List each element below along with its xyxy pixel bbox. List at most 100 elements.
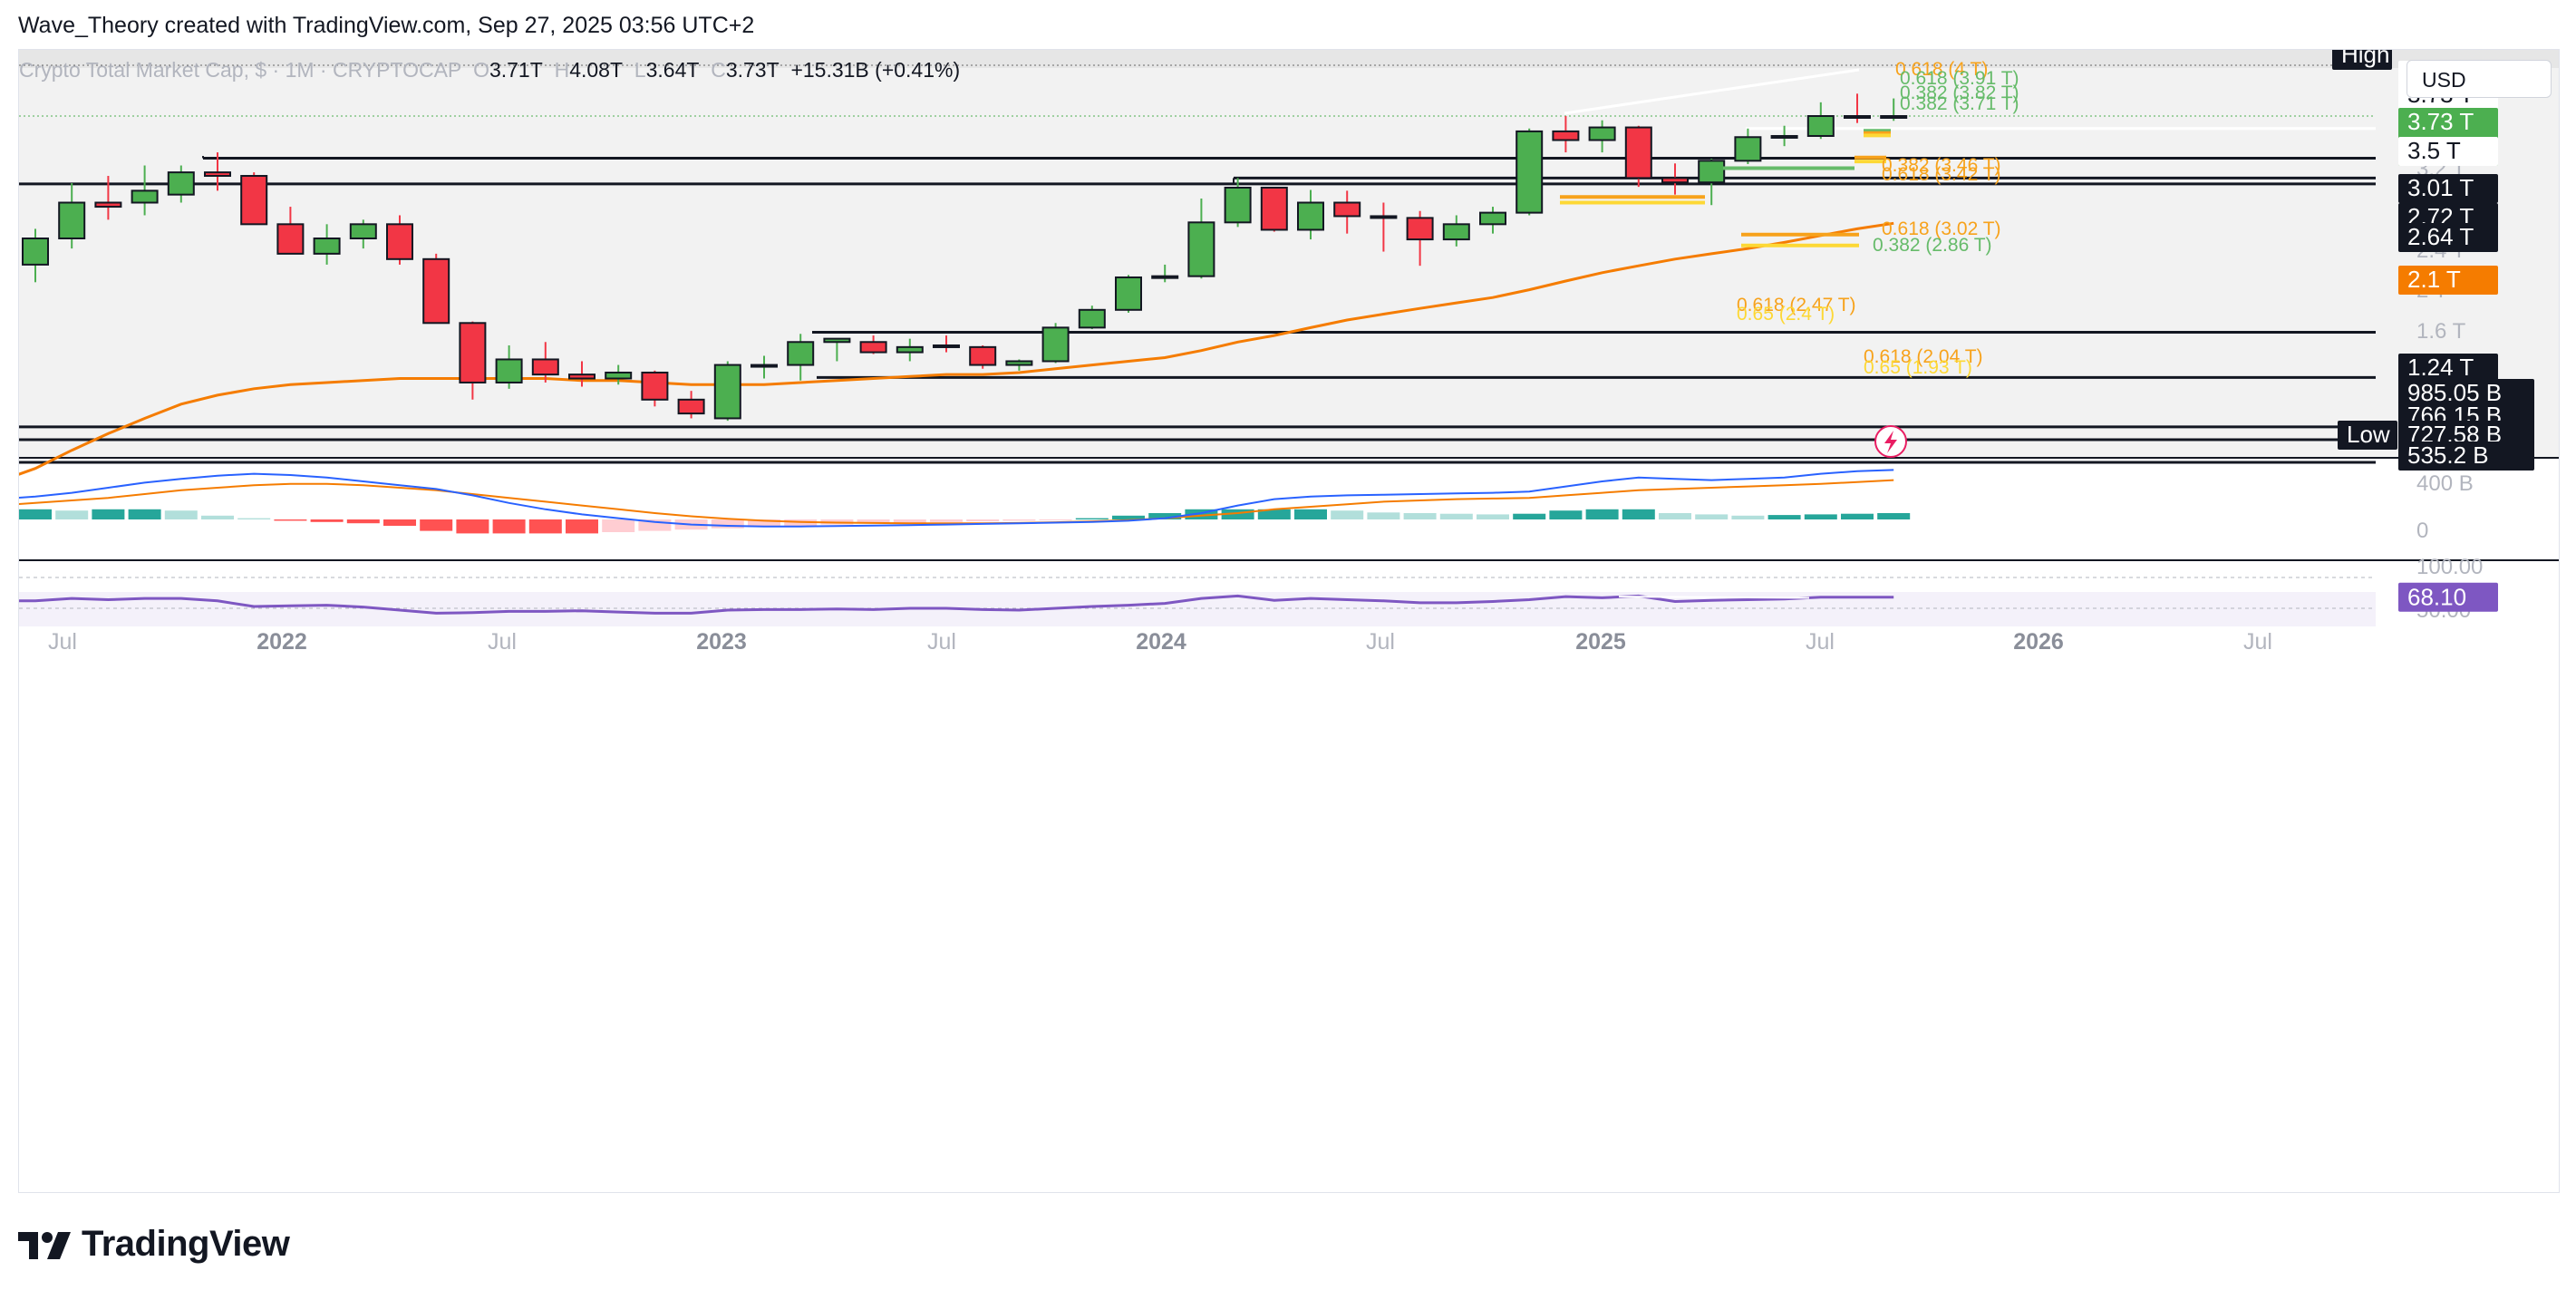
legend-l: 3.64T [646,58,700,82]
candle-body [896,345,924,354]
candle-body [1552,130,1580,141]
legend-spacer [623,58,634,82]
fib-label: 0.618 (2.04 T) [1864,346,1983,367]
lightning-bolt-icon [1884,431,1897,453]
candle-body [167,171,195,196]
price-tag: 535.2 B [2407,441,2489,469]
candle-body [823,337,851,344]
x-axis-tick: 2025 [1575,629,1626,655]
macd-histogram-bar [1731,515,1765,519]
x-axis-tick: Jul [488,629,517,655]
macd-histogram-bar [1331,510,1364,519]
macd-axis-tick: 0 [2416,519,2428,543]
macd-histogram-bar [456,519,489,534]
macd-histogram-bar [1585,509,1619,519]
candle-body [276,223,305,255]
macd-histogram-bar [1439,513,1473,519]
macd-histogram-bar [1185,509,1218,519]
macd-axis-tick: 400 B [2416,471,2474,496]
macd-histogram-bar [1039,519,1072,520]
candle-body [1370,215,1398,219]
macd-histogram-bar [1257,509,1291,519]
macd-histogram-bar [1002,519,1036,521]
x-axis-tick: Jul [2243,629,2272,655]
macd-histogram-bar [383,519,416,526]
price-tag-bg [2398,354,2498,383]
macd-histogram-bar [55,510,89,519]
macd-histogram-bar [1513,513,1546,519]
candle-body [495,358,523,383]
fib-label: 0.65 (2.4 T) [1737,304,1835,325]
macd-histogram-bar [19,509,52,519]
macd-histogram-bar [1804,514,1837,519]
price-tag: Low [2347,421,2390,448]
candle-body [1187,221,1215,277]
candle-body [1078,308,1106,329]
candle-body [422,257,450,325]
chart-svg[interactable]: 0.618 (4 T)0.618 (3.91 T)0.382 (3.82 T)0… [19,50,2559,1192]
candle-body [349,223,377,239]
trendline-white [1564,68,1860,115]
fib-label: 0.382 (3.82 T) [1900,82,2019,103]
fib-label: 0.382 (2.86 T) [1873,235,1992,256]
legend-spacer [780,58,791,82]
fib-label: 0.618 (3.02 T) [1882,218,2001,239]
price-tag: 2.64 T [2407,223,2474,250]
x-axis-tick: Jul [1366,629,1395,655]
candle-body [1224,187,1252,224]
candle-body [1516,130,1544,214]
x-axis-tick: Jul [927,629,956,655]
macd-histogram-bar [1112,515,1145,519]
fib-label: 0.382 (3.71 T) [1900,93,2019,114]
candle-body [1661,177,1689,184]
macd-histogram-bar [1695,514,1729,519]
price-tag-bg [2398,379,2534,408]
macd-histogram-bar [1767,515,1801,519]
chart-panel[interactable]: 0.618 (4 T) 0.618 (3.91 T) 0.382 (3.82 T) 0… [18,49,2560,1193]
macd-histogram-bar [711,519,744,529]
candle-body [1041,326,1070,363]
macd-histogram-bar [857,519,890,524]
fib-label: 0.382 (3.46 T) [1882,155,2001,176]
price-tag: 1.24 T [2407,354,2474,381]
y-axis-tick: 1.6 T [2416,319,2466,344]
candle-body [787,341,815,366]
candle-body [1260,187,1288,231]
candle-body [1442,223,1470,241]
candle-body [1844,115,1871,119]
rsi-band [19,592,2376,626]
macd-histogram-bar [492,519,526,534]
price-tag: 3.5 T [2407,137,2461,164]
macd-histogram-bar [1403,513,1437,519]
legend-l-label: L [634,58,646,82]
legend-h-label: H [555,58,570,82]
candle-body [1624,126,1652,179]
x-axis-tick: Jul [1806,629,1835,655]
legend-o-label: O [473,58,489,82]
candle-body [1588,126,1616,141]
macd-histogram-bar [274,519,307,521]
price-tag-bg [2398,137,2498,166]
rsi-tag-bg [2398,582,2498,612]
macd-histogram-bar [966,519,1000,522]
candle-body [204,171,231,178]
candle-body [641,371,669,401]
candle-body [22,237,49,266]
macd-histogram-bar [1294,509,1327,519]
macd-histogram-bar [310,519,344,522]
legend-spacer [461,58,473,82]
macd-histogram-bar [748,519,780,528]
currency-button[interactable]: USD [2407,60,2552,98]
legend-o: 3.71T [489,58,543,82]
candle-body [531,358,559,376]
macd-histogram-bar [92,509,125,519]
candle-body [58,201,86,239]
legend-change: +15.31B (+0.41%) [790,58,960,82]
x-axis-tick: 2022 [257,629,307,655]
price-tag-bg [2338,421,2397,450]
price-tag-bg [2398,174,2498,203]
rsi-current-tag: 68.10 [2407,584,2466,611]
rsi-axis-tick: 100.00 [2416,555,2483,579]
fib-label: 0.618 (2.47 T) [1737,295,1856,315]
ohlc-legend-line: Crypto Total Market Cap, $ · 1M · CRYPTO… [19,58,960,82]
